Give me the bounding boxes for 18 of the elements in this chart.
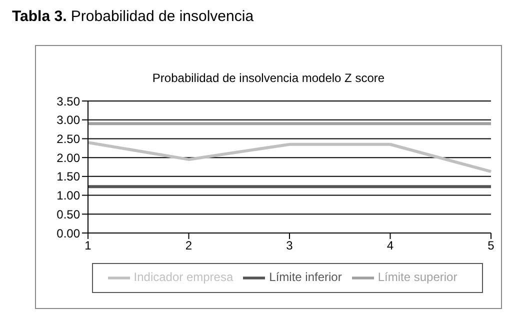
y-tick-label: 1.50 xyxy=(56,170,80,184)
x-tick-label: 5 xyxy=(488,238,495,253)
x-tick-label: 3 xyxy=(286,238,294,253)
chart-subtitle: Probabilidad de insolvencia modelo Z score xyxy=(151,71,386,85)
y-tick-label: 1.00 xyxy=(56,188,80,203)
x-tick-label: 2 xyxy=(185,238,192,253)
y-tick-label: 0.50 xyxy=(56,207,80,222)
x-tick-label: 4 xyxy=(386,238,394,253)
legend-label: Límite superior xyxy=(378,270,458,284)
legend-label: Indicador empresa xyxy=(134,270,234,284)
y-tick-label: 2.00 xyxy=(56,150,80,165)
chart-title: Tabla 3. Probabilidad de insolvencia xyxy=(12,8,255,25)
y-tick-label: 2.50 xyxy=(56,132,80,146)
y-tick-label: 0.00 xyxy=(56,226,80,240)
y-tick-label: 3.00 xyxy=(56,113,80,128)
x-tick-label: 1 xyxy=(84,238,92,253)
legend-label: Límite inferior xyxy=(269,270,342,284)
y-tick-label: 3.50 xyxy=(56,94,80,108)
